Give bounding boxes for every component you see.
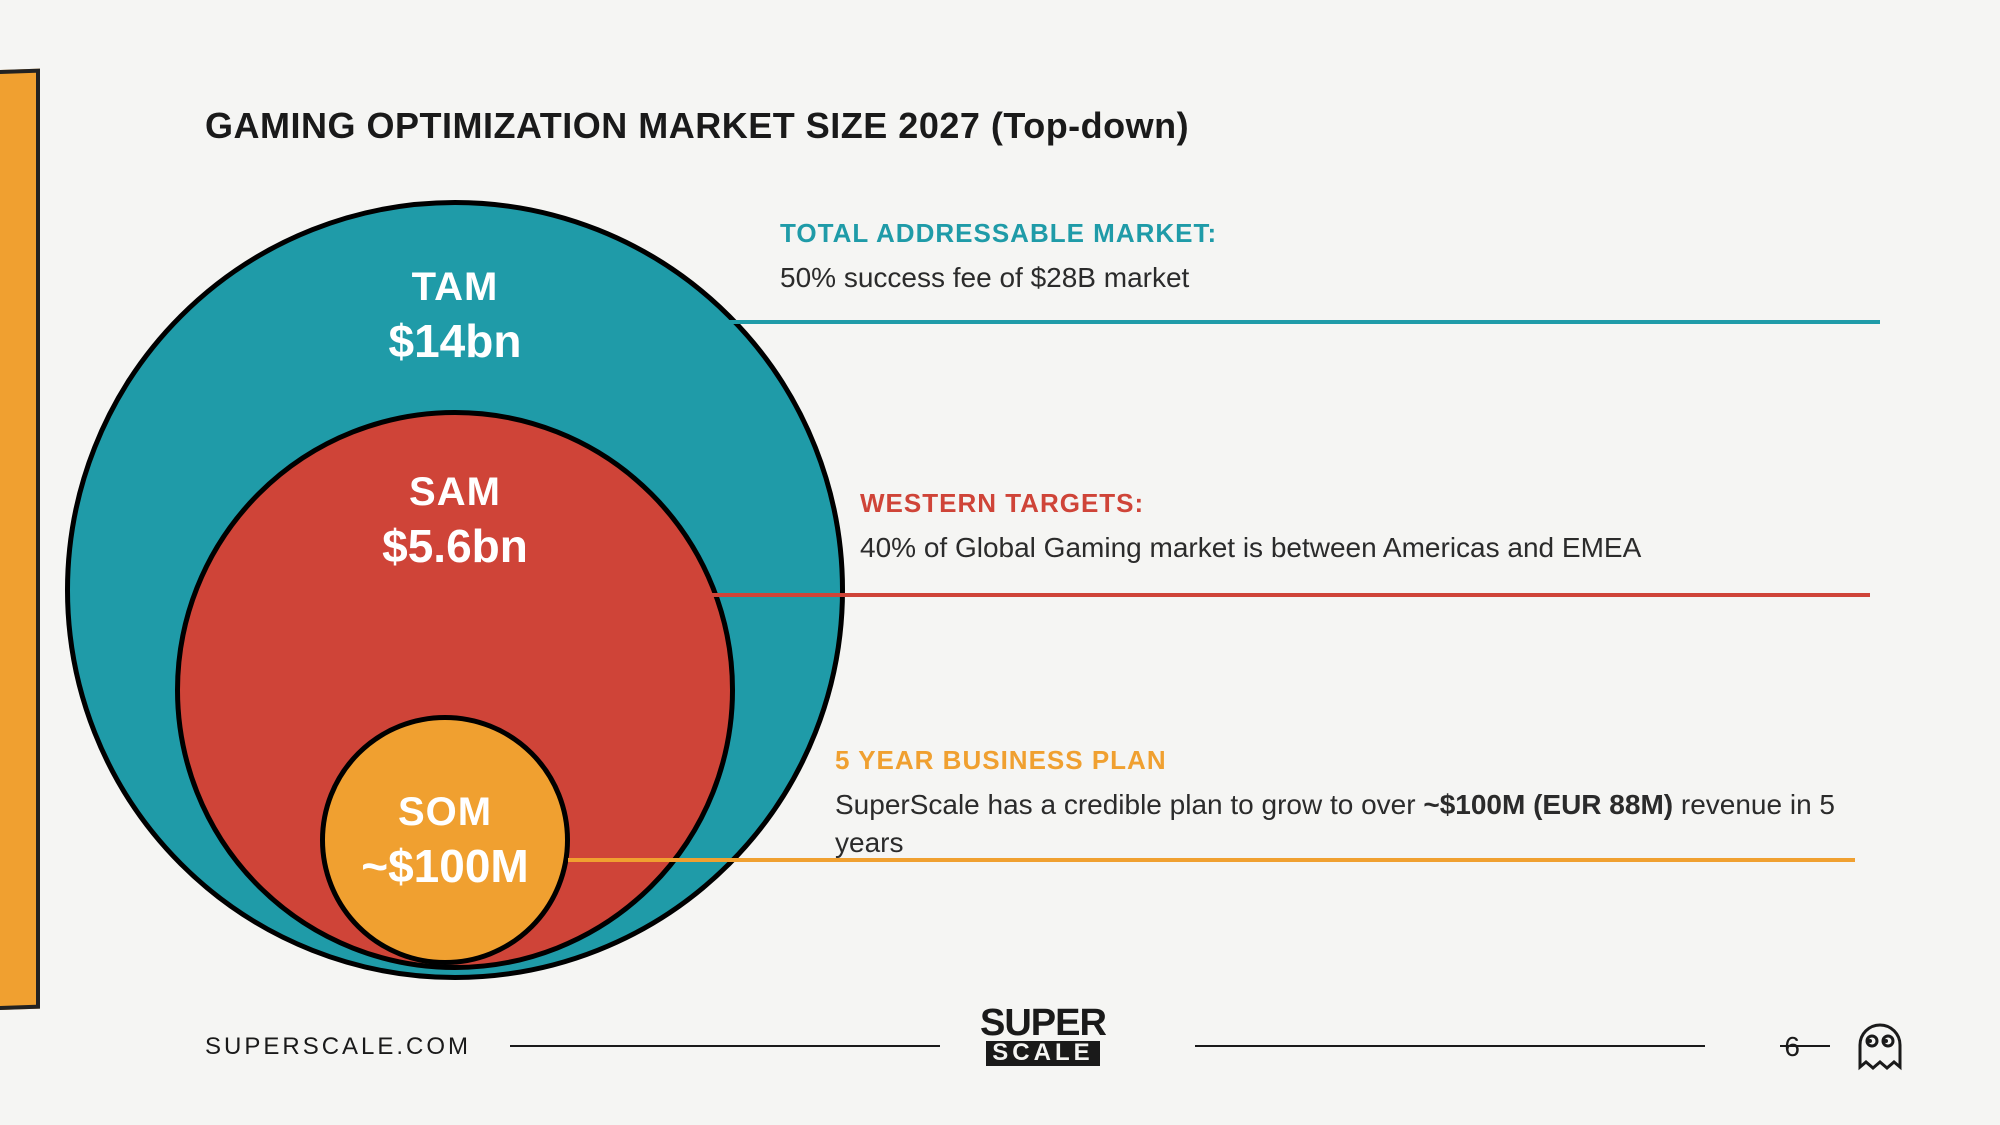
- sam-label: SAM: [180, 470, 730, 515]
- som-value: ~$100M: [325, 839, 565, 893]
- footer-url: SUPERSCALE.COM: [205, 1033, 471, 1061]
- sam-line: [700, 593, 1870, 597]
- left-3d-edge: [0, 69, 40, 1012]
- som-circle: SOM ~$100M: [320, 715, 570, 965]
- page-number: 6: [1784, 1031, 1800, 1063]
- som-body-before: SuperScale has a credible plan to grow t…: [835, 789, 1423, 820]
- footer-divider-right: [1195, 1045, 1705, 1047]
- brand-logo: SUPER SCALE: [980, 1007, 1106, 1066]
- slide-title: GAMING OPTIMIZATION MARKET SIZE 2027 (To…: [205, 105, 1189, 147]
- som-label: SOM: [325, 790, 565, 835]
- som-body-bold: ~$100M (EUR 88M): [1423, 789, 1673, 820]
- sam-body: 40% of Global Gaming market is between A…: [860, 529, 1641, 567]
- sam-value: $5.6bn: [180, 519, 730, 573]
- sam-heading: WESTERN TARGETS:: [860, 488, 1641, 519]
- logo-line2: SCALE: [986, 1041, 1099, 1065]
- logo-line1: SUPER: [980, 1007, 1106, 1039]
- slide-footer: SUPERSCALE.COM SUPER SCALE 6: [0, 1005, 2000, 1085]
- som-callout: 5 YEAR BUSINESS PLAN SuperScale has a cr…: [835, 745, 1835, 862]
- sam-callout: WESTERN TARGETS: 40% of Global Gaming ma…: [860, 488, 1641, 567]
- tam-label: TAM: [70, 265, 840, 310]
- footer-divider-left: [510, 1045, 940, 1047]
- tam-line: [700, 320, 1880, 324]
- footer-divider-pagenum: [1780, 1045, 1830, 1047]
- ghost-icon: [1850, 1017, 1910, 1077]
- tam-heading: TOTAL ADDRESSABLE MARKET:: [780, 218, 1217, 249]
- tam-callout: TOTAL ADDRESSABLE MARKET: 50% success fe…: [780, 218, 1217, 297]
- tam-body: 50% success fee of $28B market: [780, 259, 1217, 297]
- som-body: SuperScale has a credible plan to grow t…: [835, 786, 1835, 862]
- som-heading: 5 YEAR BUSINESS PLAN: [835, 745, 1835, 776]
